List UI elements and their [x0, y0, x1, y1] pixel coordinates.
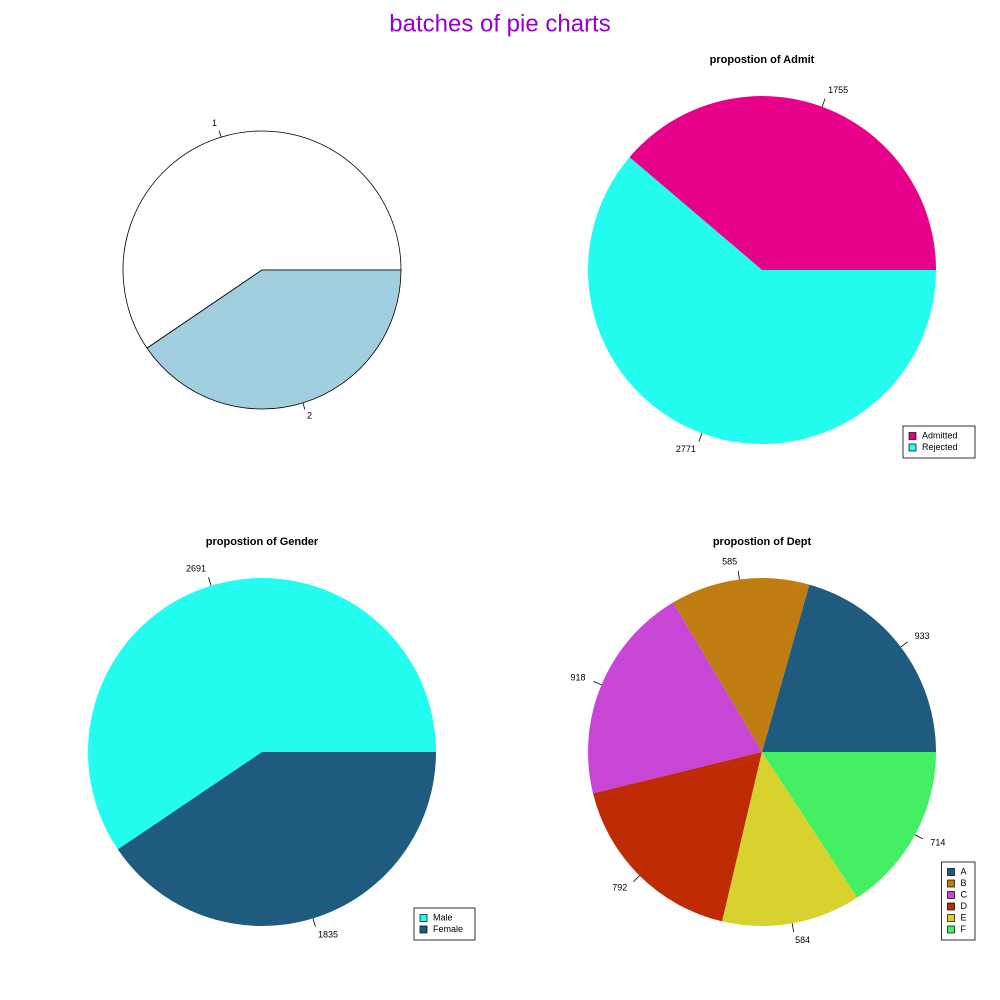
slice-label: 714	[930, 837, 945, 847]
legend-label: B	[961, 878, 967, 888]
label-tick	[633, 875, 640, 883]
label-tick	[791, 923, 795, 933]
chart-title: propostion of Gender	[206, 536, 319, 548]
slice-label: 1835	[318, 929, 338, 939]
label-tick	[698, 433, 703, 442]
legend-label: C	[961, 889, 968, 899]
legend-swatch	[947, 902, 955, 911]
legend-box	[902, 425, 976, 459]
slice-label: 792	[612, 882, 627, 892]
chart-title: propostion of Dept	[713, 536, 812, 548]
legend-swatch	[947, 868, 955, 876]
slice-label: 585	[722, 557, 737, 567]
slice-label: 2	[307, 411, 312, 421]
pie-panel: propostion of Admit 1755 2771 Admitted Rejec…	[587, 54, 976, 459]
pie-panel: propostion of Gender 2691 1835 Male Female	[87, 536, 476, 941]
pie-slice	[629, 96, 936, 270]
legend-label: Female	[433, 924, 463, 934]
slice-label: 584	[795, 935, 810, 945]
legend-label: Male	[433, 912, 453, 922]
pie-panel: 12	[122, 118, 402, 421]
label-tick	[208, 577, 212, 586]
label-tick	[312, 918, 316, 927]
pie-slice	[673, 578, 810, 752]
legend-label: Rejected	[922, 442, 958, 452]
pie-slice	[762, 584, 936, 752]
pie-slice	[762, 752, 936, 898]
slice-label: 1	[212, 118, 217, 128]
legend-swatch	[947, 891, 955, 899]
legend-swatch	[419, 914, 428, 922]
legend-box	[413, 907, 476, 941]
legend-label: A	[961, 866, 967, 876]
pie-slice	[146, 269, 402, 410]
label-tick	[900, 641, 908, 648]
label-tick	[593, 680, 602, 686]
slice-label: 933	[915, 631, 930, 641]
legend-swatch	[947, 914, 955, 922]
legend-label: F	[961, 924, 967, 934]
main-title: batches of pie charts	[389, 10, 610, 37]
legend-label: Admitted	[922, 430, 958, 440]
slice-label: 918	[570, 672, 585, 682]
pie-slice	[722, 752, 858, 926]
legend-label: D	[961, 901, 968, 911]
slice-label: 2691	[186, 563, 206, 573]
legend-swatch	[908, 443, 917, 452]
pie-slice	[588, 602, 762, 794]
slice-label: 2771	[676, 444, 696, 454]
label-tick	[737, 570, 740, 580]
legend-swatch	[908, 432, 917, 440]
pie-slice	[592, 752, 762, 922]
chart-title: propostion of Admit	[710, 54, 815, 66]
label-tick	[914, 834, 923, 840]
legend-label: E	[961, 912, 967, 922]
label-tick	[302, 402, 306, 410]
pie-slice	[87, 577, 436, 850]
label-tick	[218, 130, 222, 138]
pie-panel: propostion of Dept 933 585 918 792 584 714 ABCD…	[570, 536, 976, 945]
legend-box	[941, 861, 976, 941]
legend-swatch	[947, 879, 955, 888]
legend-swatch	[947, 925, 955, 934]
legend-swatch	[419, 925, 428, 934]
label-tick	[821, 98, 826, 107]
pie-slice	[122, 130, 402, 349]
pie-slice	[587, 157, 936, 445]
slice-label: 1755	[828, 85, 848, 95]
pie-slice	[117, 752, 436, 927]
